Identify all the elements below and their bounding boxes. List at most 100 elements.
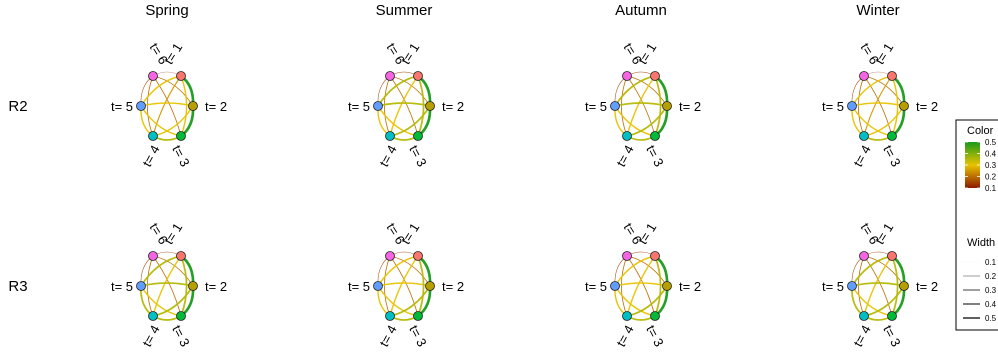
node-label-t3: t= 3 [406, 143, 430, 170]
edge-2-5 [377, 102, 431, 107]
edge-3-6 [626, 75, 656, 137]
edge-1-4 [863, 75, 893, 137]
edge-3-5 [851, 105, 893, 137]
node-t6 [622, 71, 632, 81]
node-t2 [188, 101, 198, 111]
legend-color-tick-label: 0.4 [985, 150, 997, 159]
node-t4 [148, 311, 158, 321]
node-t3 [413, 311, 423, 321]
panel-r2-spring: t= 1t= 2t= 3t= 4t= 5t= 6 [111, 40, 227, 169]
edge-3-6 [863, 75, 893, 137]
edge-1-3 [891, 255, 899, 317]
node-t4 [859, 311, 869, 321]
edge-1-3 [654, 255, 662, 317]
edge-1-4 [626, 75, 656, 137]
node-t3 [650, 311, 660, 321]
node-t1 [413, 251, 423, 261]
edge-1-3 [654, 75, 662, 137]
node-t5 [610, 101, 620, 111]
node-t1 [413, 71, 423, 81]
node-label-t2: t= 2 [916, 279, 938, 294]
edge-2-5 [614, 282, 668, 287]
edge-3-6 [152, 255, 182, 317]
edge-2-5 [851, 102, 905, 107]
edge-3-6 [626, 255, 656, 317]
node-t2 [425, 281, 435, 291]
edge-1-3 [417, 255, 425, 317]
edge-1-3 [180, 255, 188, 317]
edge-4-6 [146, 255, 154, 317]
node-t5 [136, 281, 146, 291]
node-t6 [622, 251, 632, 261]
edge-1-3 [891, 75, 899, 137]
node-t5 [136, 101, 146, 111]
node-label-t3: t= 3 [880, 323, 904, 350]
edge-4-6 [383, 75, 391, 137]
node-t3 [413, 131, 423, 141]
node-label-t4: t= 4 [376, 143, 400, 170]
node-t1 [176, 71, 186, 81]
edge-1-5 [377, 75, 419, 107]
node-t2 [899, 101, 909, 111]
legend-color-tick-label: 0.2 [985, 173, 997, 182]
node-label-t3: t= 3 [880, 143, 904, 170]
column-title-winter: Winter [856, 2, 899, 19]
edge-1-4 [152, 75, 182, 137]
edge-1-4 [626, 255, 656, 317]
node-t5 [610, 281, 620, 291]
node-t5 [373, 281, 383, 291]
node-label-t5: t= 5 [348, 279, 370, 294]
node-label-t2: t= 2 [916, 99, 938, 114]
edge-1-4 [152, 255, 182, 317]
node-t3 [650, 131, 660, 141]
edge-1-4 [863, 255, 893, 317]
node-t4 [385, 311, 395, 321]
edge-1-5 [851, 255, 893, 287]
node-t2 [662, 101, 672, 111]
legend-color-tick-label: 0.1 [985, 184, 997, 193]
node-t6 [385, 251, 395, 261]
node-t3 [887, 311, 897, 321]
node-label-t2: t= 2 [442, 279, 464, 294]
legend-color-tick-label: 0.3 [985, 161, 997, 170]
edge-3-6 [863, 255, 893, 317]
edge-1-5 [377, 255, 419, 287]
panel-r2-winter: t= 1t= 2t= 3t= 4t= 5t= 6 [822, 40, 938, 169]
node-label-t4: t= 4 [139, 143, 163, 170]
node-t4 [622, 311, 632, 321]
node-t4 [385, 131, 395, 141]
node-t3 [176, 131, 186, 141]
node-t3 [176, 311, 186, 321]
node-t1 [650, 251, 660, 261]
node-t3 [887, 131, 897, 141]
node-label-t4: t= 4 [613, 143, 637, 170]
edge-1-5 [140, 75, 182, 107]
panel-r3-spring: t= 1t= 2t= 3t= 4t= 5t= 6 [111, 220, 227, 349]
node-label-t2: t= 2 [679, 99, 701, 114]
node-t5 [847, 281, 857, 291]
edge-3-5 [140, 105, 182, 137]
node-label-t2: t= 2 [205, 279, 227, 294]
panel-r2-autumn: t= 1t= 2t= 3t= 4t= 5t= 6 [585, 40, 701, 169]
node-label-t5: t= 5 [822, 279, 844, 294]
node-t4 [148, 131, 158, 141]
edge-4-6 [857, 255, 865, 317]
row-label-r2: R2 [8, 98, 27, 115]
node-t1 [887, 251, 897, 261]
edge-2-5 [140, 102, 194, 107]
node-label-t3: t= 3 [169, 323, 193, 350]
edge-1-5 [614, 75, 656, 107]
edge-3-6 [389, 255, 419, 317]
node-label-t5: t= 5 [348, 99, 370, 114]
node-label-t5: t= 5 [585, 279, 607, 294]
node-label-t4: t= 4 [850, 143, 874, 170]
edge-1-5 [614, 255, 656, 287]
edge-4-6 [383, 255, 391, 317]
node-t5 [373, 101, 383, 111]
legend-color-tick-label: 0.5 [985, 138, 997, 147]
edge-2-5 [140, 282, 194, 287]
node-t4 [622, 131, 632, 141]
node-label-t5: t= 5 [111, 279, 133, 294]
